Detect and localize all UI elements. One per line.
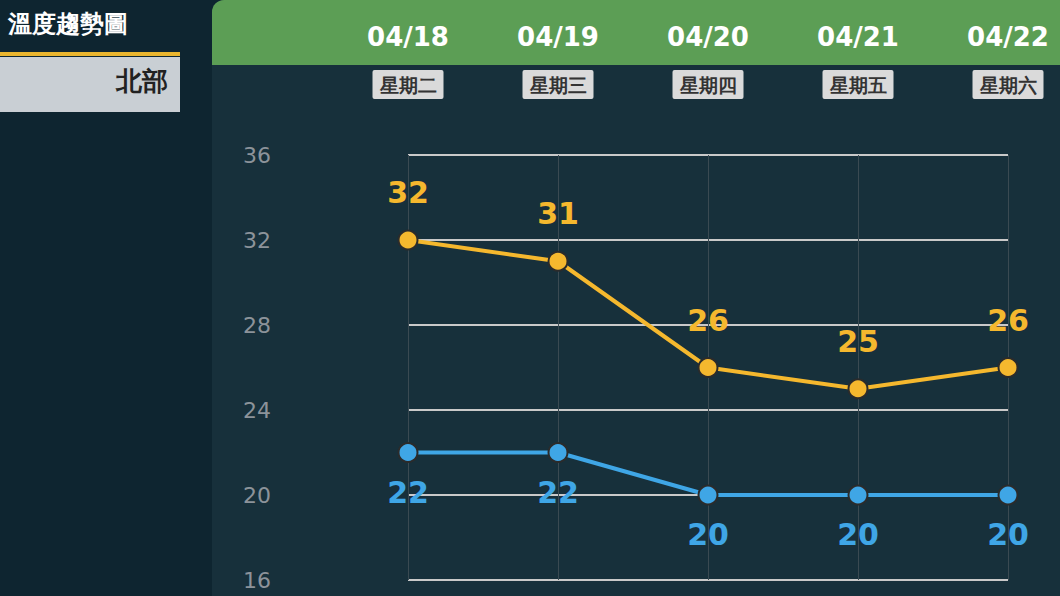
- svg-text:32: 32: [243, 228, 271, 253]
- svg-text:20: 20: [243, 483, 271, 508]
- svg-text:26: 26: [987, 303, 1029, 338]
- svg-text:星期四: 星期四: [679, 74, 737, 96]
- svg-text:星期六: 星期六: [979, 74, 1037, 96]
- svg-text:31: 31: [537, 196, 579, 231]
- svg-text:22: 22: [537, 475, 579, 510]
- svg-text:星期三: 星期三: [529, 74, 587, 96]
- svg-text:20: 20: [987, 517, 1029, 552]
- svg-text:22: 22: [387, 475, 429, 510]
- svg-text:16: 16: [243, 568, 271, 593]
- svg-text:04/20: 04/20: [667, 22, 749, 52]
- svg-text:04/18: 04/18: [367, 22, 449, 52]
- svg-text:星期五: 星期五: [829, 74, 887, 96]
- svg-text:04/19: 04/19: [517, 22, 599, 52]
- svg-text:25: 25: [837, 324, 879, 359]
- svg-text:26: 26: [687, 303, 729, 338]
- svg-text:04/21: 04/21: [817, 22, 899, 52]
- svg-text:36: 36: [243, 143, 271, 168]
- svg-text:28: 28: [243, 313, 271, 338]
- svg-text:北部: 北部: [115, 66, 168, 96]
- svg-text:20: 20: [687, 517, 729, 552]
- svg-text:星期二: 星期二: [379, 74, 437, 96]
- svg-text:20: 20: [837, 517, 879, 552]
- svg-text:32: 32: [387, 175, 429, 210]
- svg-text:04/22: 04/22: [967, 22, 1049, 52]
- svg-text:24: 24: [243, 398, 271, 423]
- svg-text:溫度趨勢圖: 溫度趨勢圖: [7, 10, 128, 38]
